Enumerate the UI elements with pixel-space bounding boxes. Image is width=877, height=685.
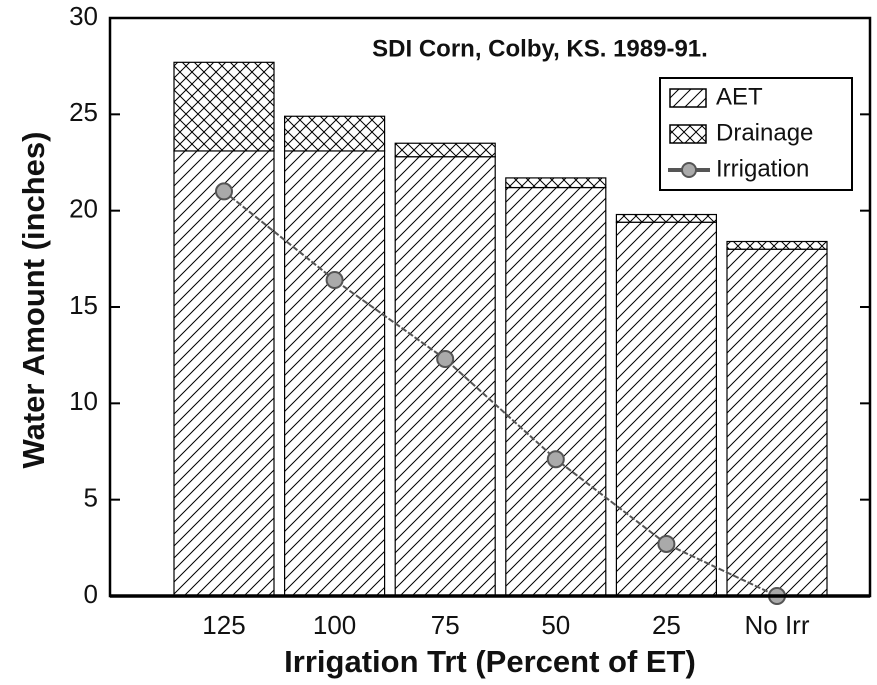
x-tick-label: 125 xyxy=(202,610,245,640)
plot-area: 0 5 10 15 20 25 30 125 100 75 50 25 No Irr AET Drainag… xyxy=(69,1,872,640)
chart-title: SDI Corn, Colby, KS. 1989-91. xyxy=(372,35,708,62)
legend-label: Irrigation xyxy=(716,155,809,182)
irrigation-marker xyxy=(546,450,565,469)
x-tick-label: 50 xyxy=(541,610,570,640)
legend-label: Drainage xyxy=(716,119,813,146)
x-tick-label: 100 xyxy=(313,610,356,640)
irrigation-marker xyxy=(325,271,344,290)
bar-segment xyxy=(394,142,496,158)
bar-segment xyxy=(615,221,718,597)
bar-segment xyxy=(173,61,275,152)
bar-segment xyxy=(615,213,718,223)
bar-segment xyxy=(173,150,275,597)
bar-segment xyxy=(726,240,828,250)
y-axis-title: Water Amount (inches) xyxy=(16,132,51,469)
bar-segment xyxy=(284,150,386,597)
irrigation-marker xyxy=(657,534,676,553)
y-tick-label: 30 xyxy=(69,1,98,31)
irrigation-line xyxy=(223,190,778,597)
legend-swatch xyxy=(669,88,707,108)
bar-segment xyxy=(505,186,607,597)
x-tick-label: 75 xyxy=(431,610,460,640)
x-axis-title: Irrigation Trt (Percent of ET) xyxy=(284,644,696,679)
legend-swatch xyxy=(681,162,697,178)
x-tick-label: 25 xyxy=(652,610,681,640)
legend-label: AET xyxy=(716,83,763,110)
bar-segment xyxy=(394,156,496,597)
y-tick-label: 0 xyxy=(84,579,98,609)
y-tick-label: 25 xyxy=(69,97,98,127)
y-tick-label: 15 xyxy=(69,290,98,320)
bar-segment xyxy=(284,115,386,152)
irrigation-marker xyxy=(436,350,455,369)
irrigation-marker xyxy=(215,182,233,201)
bar-segment xyxy=(726,248,828,597)
bar-segment xyxy=(505,177,607,189)
y-tick-label: 20 xyxy=(69,194,98,224)
legend-swatch xyxy=(669,124,707,144)
x-tick-label: No Irr xyxy=(745,610,810,640)
y-tick-label: 5 xyxy=(84,483,98,513)
y-tick-label: 10 xyxy=(69,386,98,416)
